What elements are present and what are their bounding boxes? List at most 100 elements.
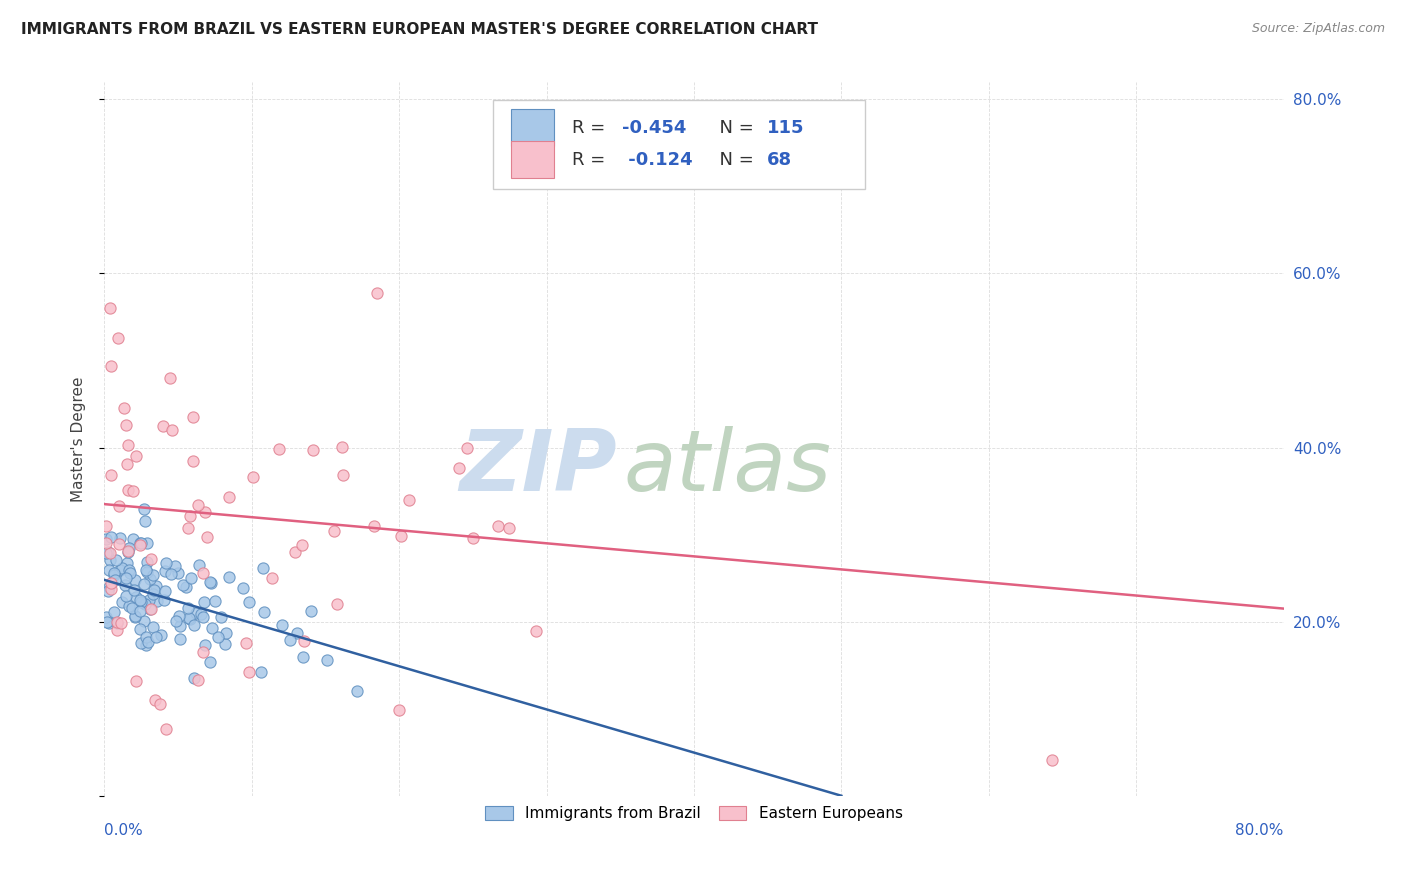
Point [267, 442, 290, 457]
Point [242, 470, 264, 484]
Point [463, 531, 485, 545]
Point [128, 622, 150, 636]
Point [145, 579, 167, 593]
Point [193, 505, 215, 519]
Point [292, 649, 315, 664]
Point [110, 563, 132, 577]
Point [292, 634, 315, 648]
Point [155, 556, 177, 570]
Point [524, 624, 547, 638]
Point [100, 582, 122, 597]
Point [179, 508, 201, 523]
Point [323, 524, 346, 538]
Text: N =: N = [709, 151, 759, 169]
Point [193, 595, 215, 609]
Point [285, 626, 308, 640]
Point [142, 567, 165, 582]
Point [172, 578, 194, 592]
Point [122, 484, 145, 499]
Point [111, 595, 134, 609]
Point [118, 563, 141, 577]
Point [124, 608, 146, 623]
Point [389, 529, 412, 543]
Text: 0.0%: 0.0% [104, 823, 143, 838]
Point [165, 614, 187, 628]
Point [118, 599, 141, 613]
Point [498, 521, 520, 535]
Point [114, 578, 136, 592]
Point [160, 423, 183, 437]
Point [118, 541, 141, 555]
Point [98, 553, 121, 567]
Point [250, 665, 273, 679]
Point [135, 638, 157, 652]
Point [153, 593, 176, 607]
Point [134, 597, 156, 611]
Point [141, 602, 163, 616]
Point [188, 558, 211, 573]
Point [165, 559, 187, 574]
Point [388, 703, 411, 717]
Text: atlas: atlas [623, 425, 831, 508]
Point [145, 630, 167, 644]
Text: R =: R = [572, 119, 612, 136]
Point [98, 580, 121, 594]
Point [122, 532, 145, 546]
Point [159, 370, 181, 384]
Point [160, 567, 183, 582]
Point [198, 574, 221, 589]
Point [98, 301, 121, 315]
Point [181, 409, 204, 424]
Point [191, 566, 214, 580]
Point [128, 604, 150, 618]
Point [128, 536, 150, 550]
Point [107, 331, 129, 345]
Point [270, 618, 292, 632]
Point [94, 536, 117, 550]
Point [186, 607, 208, 621]
Point [100, 530, 122, 544]
Point [153, 583, 176, 598]
Point [97, 615, 120, 630]
Point [129, 593, 152, 607]
Point [107, 616, 129, 631]
Point [204, 594, 226, 608]
Text: Source: ZipAtlas.com: Source: ZipAtlas.com [1251, 22, 1385, 36]
Point [98, 546, 121, 560]
Point [110, 616, 132, 631]
Point [135, 630, 157, 644]
Point [103, 566, 125, 581]
Point [198, 655, 221, 669]
Point [291, 538, 314, 552]
Text: R =: R = [572, 151, 612, 169]
Point [207, 630, 229, 644]
Point [180, 571, 202, 585]
Point [117, 545, 139, 559]
Point [153, 565, 176, 579]
Point [117, 458, 139, 472]
Point [135, 563, 157, 577]
Text: IMMIGRANTS FROM BRAZIL VS EASTERN EUROPEAN MASTER'S DEGREE CORRELATION CHART: IMMIGRANTS FROM BRAZIL VS EASTERN EUROPE… [21, 22, 818, 37]
Point [107, 537, 129, 551]
Text: N =: N = [709, 119, 759, 136]
Point [174, 580, 197, 594]
Point [486, 519, 509, 533]
Text: -0.454: -0.454 [621, 119, 686, 136]
Point [187, 498, 209, 512]
Point [238, 595, 260, 609]
Text: ZIP: ZIP [460, 425, 617, 508]
Point [129, 636, 152, 650]
Point [132, 576, 155, 591]
Point [166, 566, 188, 581]
Point [149, 627, 172, 641]
Point [215, 626, 238, 640]
Point [366, 286, 388, 301]
Point [94, 610, 117, 624]
Point [190, 607, 212, 622]
Point [238, 665, 260, 679]
Point [142, 587, 165, 601]
Point [181, 454, 204, 468]
Point [136, 555, 159, 569]
Point [456, 441, 478, 455]
Point [447, 461, 470, 475]
